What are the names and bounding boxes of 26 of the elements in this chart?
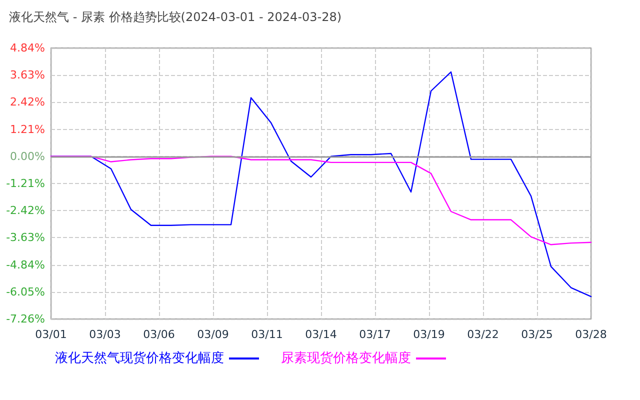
x-tick-label: 03/17 bbox=[359, 328, 391, 341]
x-tick-label: 03/14 bbox=[305, 328, 337, 341]
x-tick-label: 03/11 bbox=[251, 328, 283, 341]
y-tick-label: -2.42% bbox=[6, 204, 45, 218]
x-tick-label: 03/28 bbox=[575, 328, 607, 341]
x-tick-label: 03/06 bbox=[143, 328, 175, 341]
y-tick-label: 2.42% bbox=[10, 96, 45, 109]
y-tick-label: -7.26% bbox=[6, 312, 45, 326]
x-tick-label: 03/25 bbox=[521, 328, 553, 341]
x-tick-label: 03/09 bbox=[197, 328, 229, 341]
y-tick-label: -3.63% bbox=[6, 231, 45, 244]
legend-label: 液化天然气现货价格变化幅度 bbox=[55, 350, 224, 366]
y-tick-label: -4.84% bbox=[6, 258, 45, 272]
y-tick-label: -6.05% bbox=[6, 285, 45, 298]
line-series bbox=[50, 156, 592, 246]
legend-label: 尿素现货价格变化幅度 bbox=[281, 350, 411, 366]
y-tick-label: 0.00% bbox=[10, 150, 45, 163]
y-tick-label: 3.63% bbox=[10, 68, 45, 82]
y-tick-label: 4.84% bbox=[10, 42, 45, 54]
x-tick-label: 03/22 bbox=[467, 328, 499, 341]
x-tick-label: 03/03 bbox=[89, 328, 121, 341]
x-tick-label: 03/19 bbox=[413, 328, 445, 341]
chart-title: 液化天然气 - 尿素 价格趋势比较(2024-03-01 - 2024-03-28) bbox=[9, 10, 342, 24]
y-tick-label: 1.21% bbox=[10, 122, 45, 136]
y-tick-label: -1.21% bbox=[6, 177, 45, 190]
x-tick-label: 03/01 bbox=[35, 328, 67, 341]
